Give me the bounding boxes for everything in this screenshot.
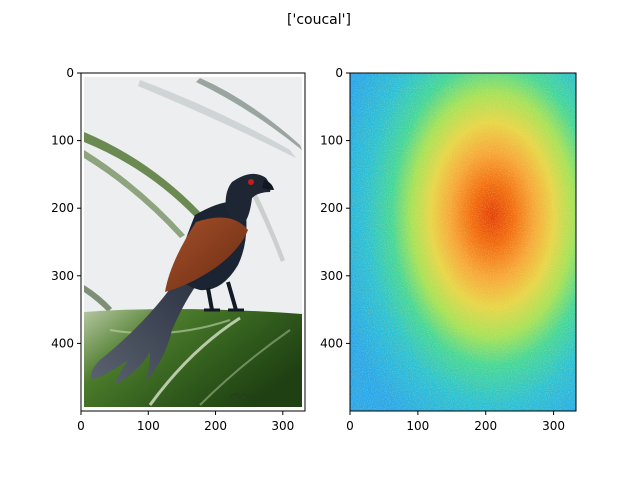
heatmap-y-tick-label: 0	[335, 66, 343, 80]
background-frond	[196, 78, 302, 150]
photo-axes-frame	[80, 72, 306, 412]
saliency-heatmap	[350, 73, 576, 411]
background-frond	[84, 285, 112, 312]
heatmap-y-tick-label: 400	[320, 336, 343, 350]
photo-y-tick-label: 0	[66, 66, 74, 80]
heatmap-axes-frame	[349, 72, 577, 412]
photographer-signature	[229, 393, 261, 400]
heatmap-axis-ticks: 0 100 200 300 0 100 200 300 400	[320, 66, 565, 433]
photo-y-tick-label: 300	[51, 269, 74, 283]
bird-tail	[91, 272, 200, 385]
photo-x-tick-label: 300	[271, 419, 294, 433]
heatmap-x-tick-label: 100	[406, 419, 429, 433]
background-frond	[138, 80, 296, 158]
saliency-panel: 0 100 200 300 0 100 200 300 400	[320, 66, 577, 433]
photo-x-tick-label: 100	[137, 419, 160, 433]
heatmap-x-tick-label: 300	[542, 419, 565, 433]
bird-beak	[262, 180, 274, 190]
heatmap-x-tick-label: 200	[474, 419, 497, 433]
bird-eye	[248, 179, 254, 185]
photo-y-tick-label: 400	[51, 336, 74, 350]
bird-head	[225, 173, 271, 222]
background-frond	[84, 150, 185, 238]
coucal-photo	[81, 73, 305, 411]
heatmap-y-tick-label: 200	[320, 201, 343, 215]
photo-x-tick-label: 200	[204, 419, 227, 433]
photo-panel: 0 100 200 300 0 100 200 300 400	[51, 66, 306, 433]
heatmap-y-tick-label: 300	[320, 269, 343, 283]
background-frond	[246, 180, 285, 262]
photo-y-tick-label: 200	[51, 201, 74, 215]
leaf-vein	[199, 329, 291, 406]
background-frond	[84, 132, 200, 218]
figure-title: ['coucal']	[287, 12, 351, 28]
heatmap-y-tick-label: 100	[320, 134, 343, 148]
leaf-vein	[148, 316, 241, 406]
heatmap-speckle	[350, 73, 576, 411]
photo-y-tick-label: 100	[51, 134, 74, 148]
photo-axis-ticks: 0 100 200 300 0 100 200 300 400	[51, 66, 294, 433]
heatmap-x-tick-label: 0	[346, 419, 354, 433]
photo-x-tick-label: 0	[77, 419, 85, 433]
bird-legs	[206, 281, 238, 311]
bird-wing	[165, 217, 248, 292]
